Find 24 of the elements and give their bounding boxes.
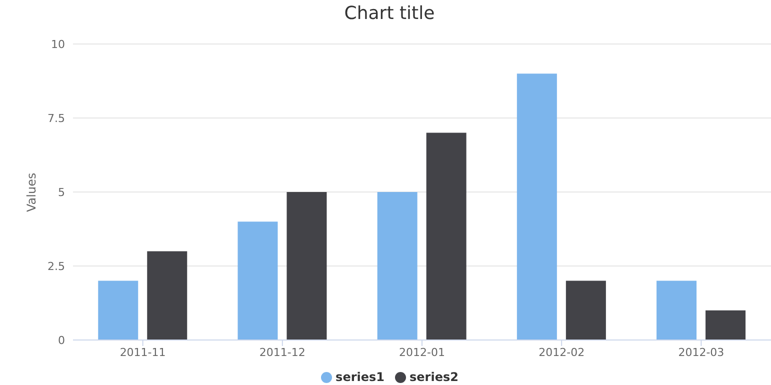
bar	[706, 310, 746, 340]
x-tick-label: 2012-01	[399, 346, 445, 359]
x-tick-label: 2012-02	[538, 346, 585, 359]
bar	[238, 222, 278, 340]
legend-label: series1	[336, 370, 384, 384]
bar	[426, 132, 466, 340]
x-tick-label: 2011-12	[259, 346, 306, 359]
y-tick-label: 0	[58, 334, 65, 347]
chart-title: Chart title	[343, 3, 436, 26]
bar	[286, 192, 327, 340]
y-tick-label: 10	[51, 38, 65, 51]
bar	[566, 280, 606, 340]
x-tick-label: 2011-11	[120, 346, 166, 359]
y-tick-label: 5	[58, 186, 65, 199]
bar	[656, 280, 697, 340]
y-tick-label: 2.5	[48, 260, 65, 273]
bar	[516, 74, 557, 340]
y-tick-label: 7.5	[48, 112, 65, 125]
bar	[377, 192, 418, 340]
bar	[147, 251, 188, 340]
y-axis-title: Values	[24, 172, 38, 212]
x-tick-label: 2012-03	[678, 346, 724, 359]
bar	[98, 280, 138, 340]
legend-label: series2	[410, 370, 458, 384]
